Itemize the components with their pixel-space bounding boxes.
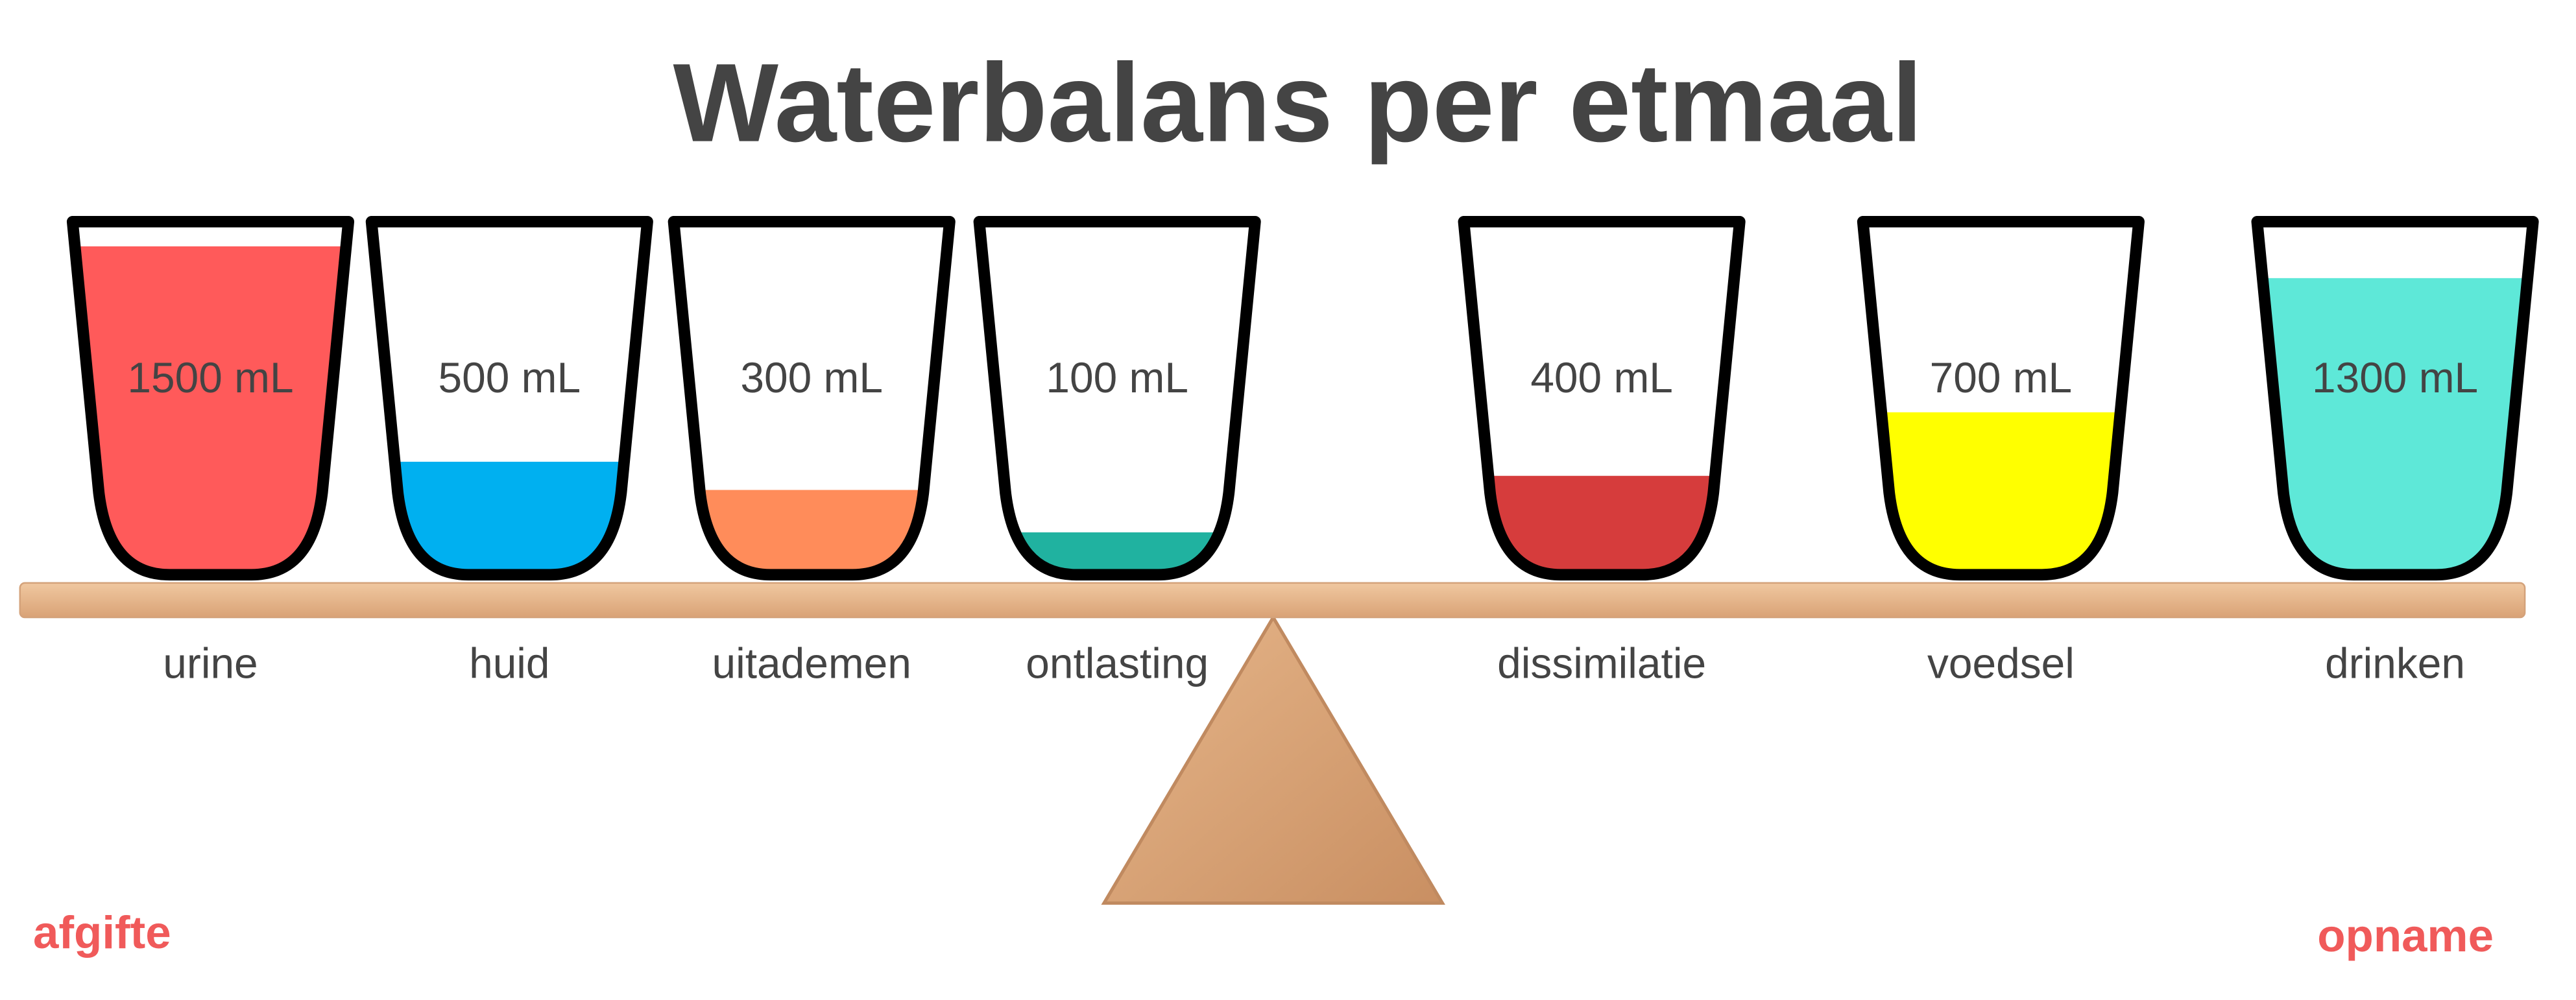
- liquid: [2257, 278, 2533, 575]
- amount-label: 400 mL: [1530, 353, 1673, 401]
- left-label: afgifte: [33, 907, 171, 958]
- amount-label: 300 mL: [740, 353, 883, 401]
- glass-outline: [1857, 215, 2145, 581]
- glass-label: dissimilatie: [1497, 639, 1706, 687]
- liquid: [1463, 475, 1740, 575]
- title: Waterbalans per etmaal: [673, 41, 1923, 165]
- amount-label: 1300 mL: [2312, 353, 2478, 401]
- glass-label: urine: [163, 639, 258, 687]
- liquid: [72, 246, 349, 575]
- glass-outline: [365, 215, 653, 581]
- beam: [19, 582, 2526, 619]
- glass-label: voedsel: [1927, 639, 2075, 687]
- liquid: [673, 490, 950, 575]
- glass-body: [979, 221, 1255, 575]
- glass-label: drinken: [2325, 639, 2465, 687]
- glass-outline: [973, 215, 1261, 581]
- glass-label: uitademen: [712, 639, 911, 687]
- amount-label: 1500 mL: [127, 353, 293, 401]
- glass-outline: [2251, 215, 2539, 581]
- glass-body: [673, 221, 950, 575]
- liquid: [1862, 412, 2139, 575]
- glass-outline: [668, 215, 956, 581]
- glass-label: ontlasting: [1026, 639, 1209, 687]
- amount-label: 500 mL: [439, 353, 581, 401]
- right-label: opname: [2317, 911, 2494, 962]
- fulcrum: [1101, 614, 1445, 905]
- glass-outline: [1458, 215, 1746, 581]
- liquid: [371, 462, 648, 575]
- glass-label: huid: [469, 639, 549, 687]
- amount-label: 700 mL: [1930, 353, 2073, 401]
- amount-label: 100 mL: [1046, 353, 1188, 401]
- glass-outline: [66, 215, 355, 581]
